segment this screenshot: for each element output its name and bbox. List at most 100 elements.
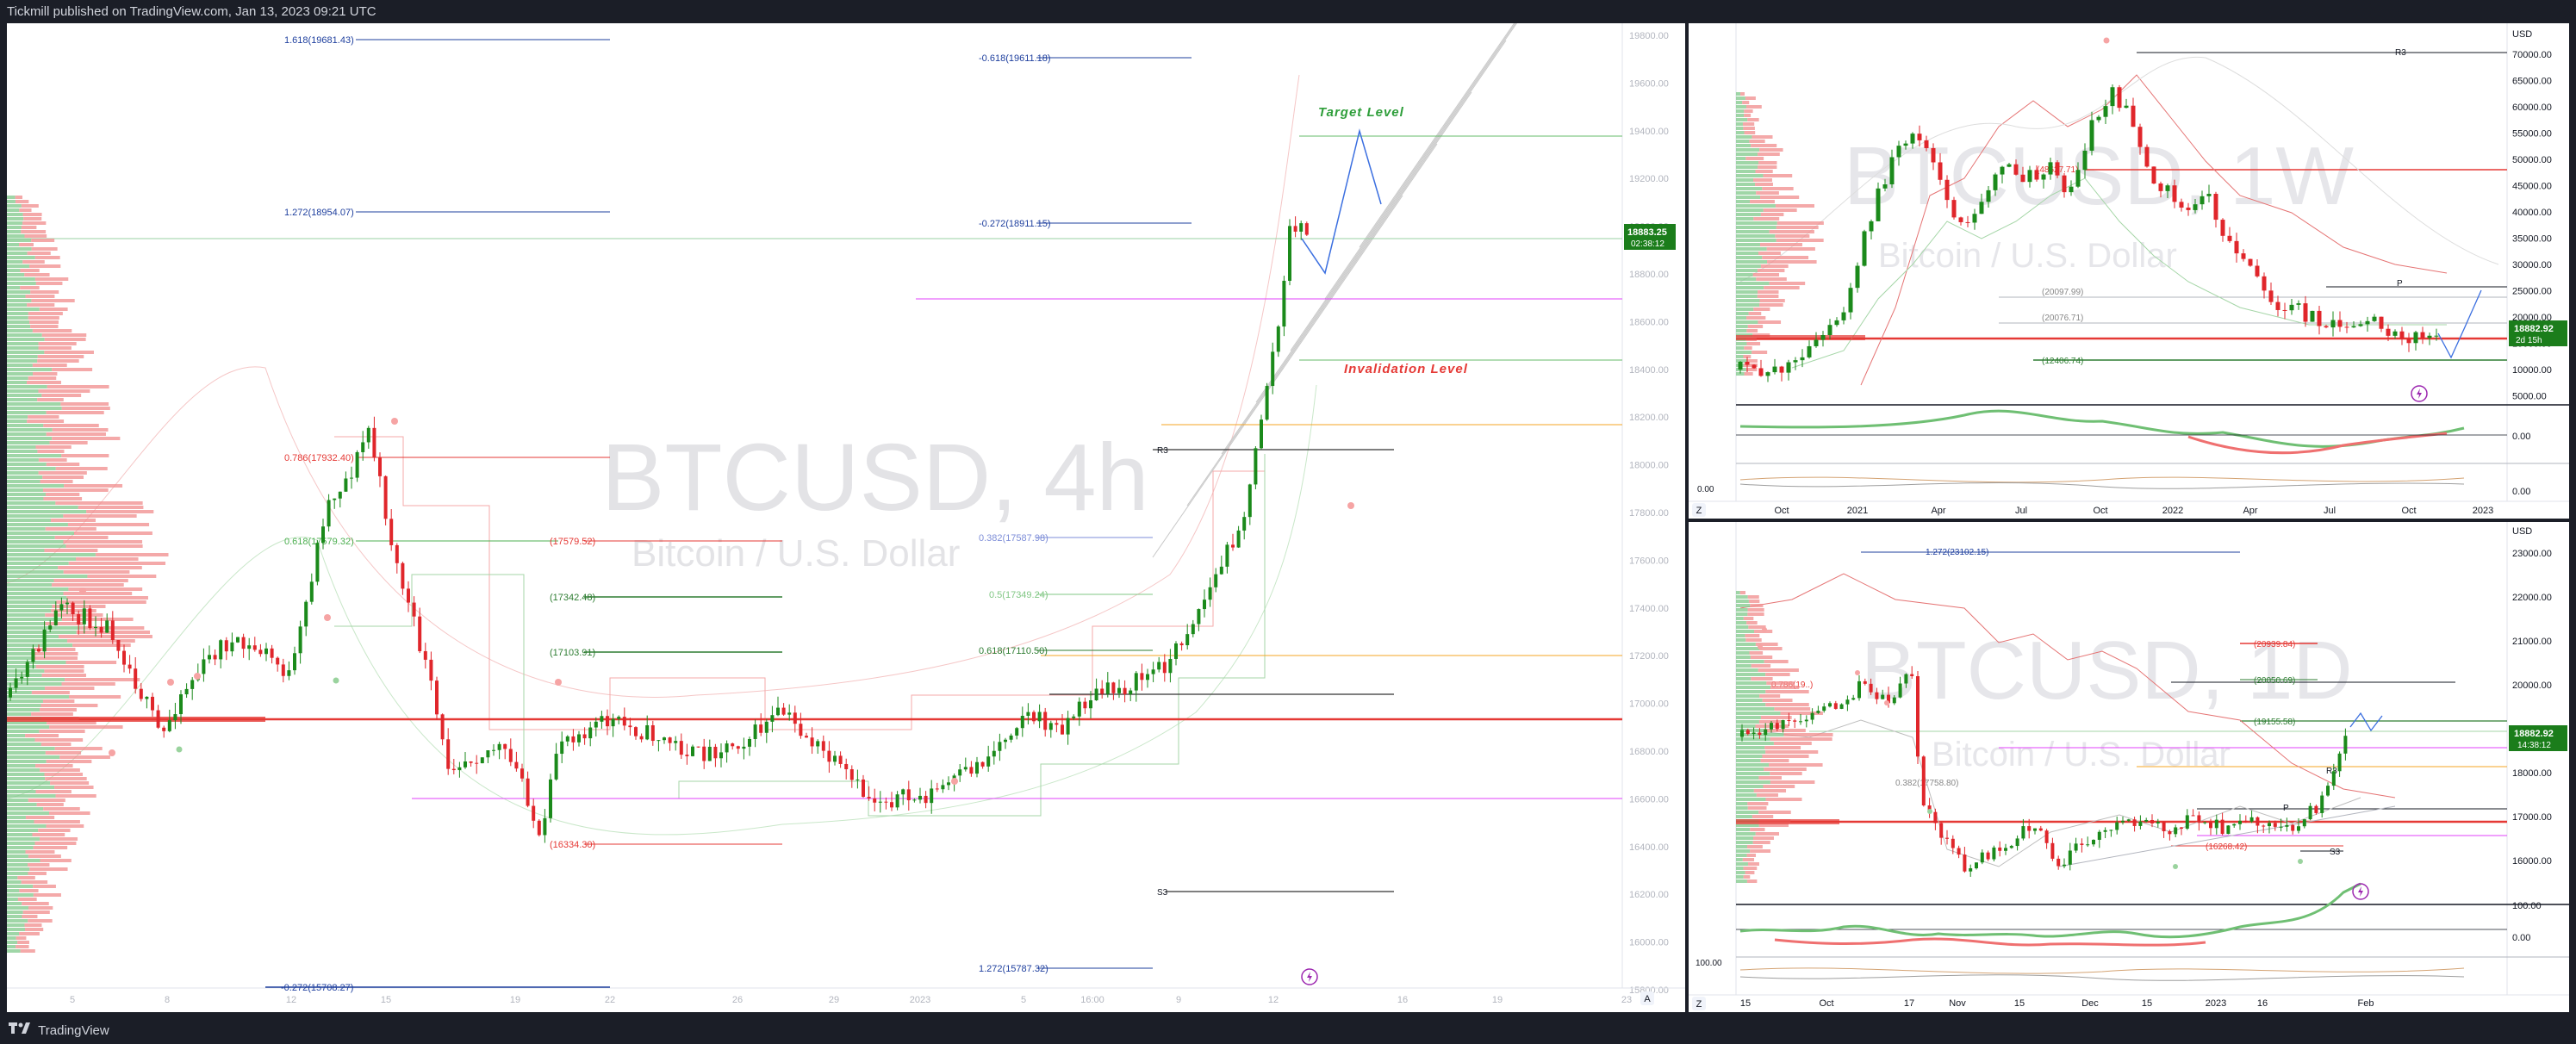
daily-candle-body [1758,732,1762,736]
main-volume-profile-up [7,734,26,737]
main-volume-profile-down [63,540,143,544]
main-candle-body [1185,634,1190,646]
price-axis-tick: 19600.00 [1629,78,1669,89]
tradingview-logo-icon[interactable] [9,1018,31,1044]
main-volume-profile-down [37,359,79,363]
weekly-price-tick: 50000.00 [2512,155,2552,165]
daily-volume-profile-up [1736,828,1751,831]
main-volume-profile-up [7,941,18,944]
main-volume-profile-down [42,475,84,479]
weekly-oscillator-red [2187,432,2448,455]
main-candle-body [208,655,211,660]
main-candle-body [1083,701,1087,709]
weekly-volume-profile-down [1742,122,1755,126]
main-candle-body [639,736,644,740]
daily-volume-profile-down [1758,776,1782,780]
weekly-volume-profile-up [1736,256,1763,259]
main-volume-profile-up [7,273,25,277]
main-candle-body [9,687,12,698]
main-volume-profile-up [7,475,43,479]
main-candle-body [162,727,166,731]
weekly-chart-svg[interactable]: BTCUSD, 1W Bitcoin / U.S. Dollar USD 70000.… [1689,23,2569,519]
main-chart-panel[interactable]: BTCUSD, 4h Bitcoin / U.S. Dollar 19800.00 1… [7,23,1685,1012]
main-candle-body [844,763,849,770]
weekly-candle-body [2420,332,2425,339]
main-candle-body [321,526,325,544]
main-candle-body [1299,223,1304,232]
daily-volume-profile-up [1736,746,1765,749]
weekly-watermark-subtitle: Bitcoin / U.S. Dollar [1878,237,2177,275]
footer-logo-text[interactable]: TradingView [38,1023,109,1039]
weekly-volume-profile-down [1760,264,1789,268]
main-candle-body [492,749,495,751]
daily-candle-body [2297,826,2300,831]
main-volume-profile-up [7,346,39,350]
main-volume-profile-up [7,221,23,225]
weekly-price-tick: 5000.00 [2512,392,2547,402]
main-candle-body [1219,566,1223,575]
main-volume-profile-down [40,743,72,746]
main-volume-profile-down [24,234,47,238]
weekly-volume-profile-up [1736,230,1770,233]
main-pivot-marker [167,679,174,686]
daily-candle-body [2132,819,2137,826]
main-volume-profile-down [28,863,50,867]
main-volume-profile-down [27,303,55,307]
daily-volume-profile-up [1736,681,1767,685]
main-candle-body [25,662,29,677]
main-candle-body [992,750,996,757]
weekly-candle-body [1979,202,1984,214]
daily-volume-profile-up [1736,664,1752,668]
main-candle-body [650,724,655,742]
main-diagonal-channel-line [1324,23,1516,300]
daily-candle-body [1933,811,1938,823]
main-pivot-marker [324,614,331,621]
main-candle-body [895,794,899,808]
time-axis-tick: 23 [1621,995,1632,1005]
main-volume-profile-up [7,618,62,621]
main-volume-profile-up [7,635,59,638]
main-candle-body [1066,718,1070,735]
weekly-volume-profile-up [1736,92,1741,96]
main-volume-profile-down [63,592,133,595]
weekly-volume-profile-up [1736,96,1745,100]
daily-volume-profile-down [1745,871,1755,874]
time-axis-tick: 2023 [910,995,930,1005]
main-volume-profile-down [20,286,40,289]
daily-chart-panel[interactable]: BTCUSD, 1D Bitcoin / U.S. Dollar USD 23000.… [1689,522,2569,1012]
weekly-time-tick: 2021 [1847,506,1868,516]
weekly-candle-body [1993,174,1998,190]
daily-volume-profile-up [1736,673,1766,676]
daily-volume-profile-up [1736,699,1763,702]
main-candle-body [719,752,723,759]
main-volume-profile-down [32,329,72,332]
main-volume-profile-down [28,906,53,910]
daily-chart-svg[interactable]: BTCUSD, 1D Bitcoin / U.S. Dollar USD 23000.… [1689,522,2569,1012]
daily-volume-profile-down [1762,755,1809,758]
main-volume-profile-down [54,747,103,750]
daily-oscillator-red [1774,937,2206,947]
weekly-volume-profile-up [1736,282,1770,285]
main-candle-body [94,626,97,629]
daily-candle-body [1927,805,1932,812]
main-volume-profile-up [7,445,36,449]
weekly-chart-panel[interactable]: BTCUSD, 1W Bitcoin / U.S. Dollar USD 70000.… [1689,23,2569,519]
main-volume-profile-up [7,622,46,625]
main-volume-profile-up [7,454,62,457]
main-candle-body [446,739,451,769]
daily-candle-body [2097,831,2101,840]
weekly-fib-label-2: (20076.71) [2042,314,2083,323]
daily-pivot-marker [1762,627,1767,632]
main-volume-profile-up [7,932,20,935]
weekly-volume-profile-up [1736,183,1756,186]
main-volume-profile-down [40,859,72,862]
weekly-volume-profile-up [1736,239,1776,242]
main-candle-body [980,761,985,767]
daily-volume-profile-up [1736,608,1748,612]
weekly-candle-body [2413,332,2418,344]
main-candle-body [1288,226,1291,281]
main-volume-profile-down [22,213,42,216]
main-candle-body [412,602,416,617]
weekly-candle-body [1924,140,1929,148]
